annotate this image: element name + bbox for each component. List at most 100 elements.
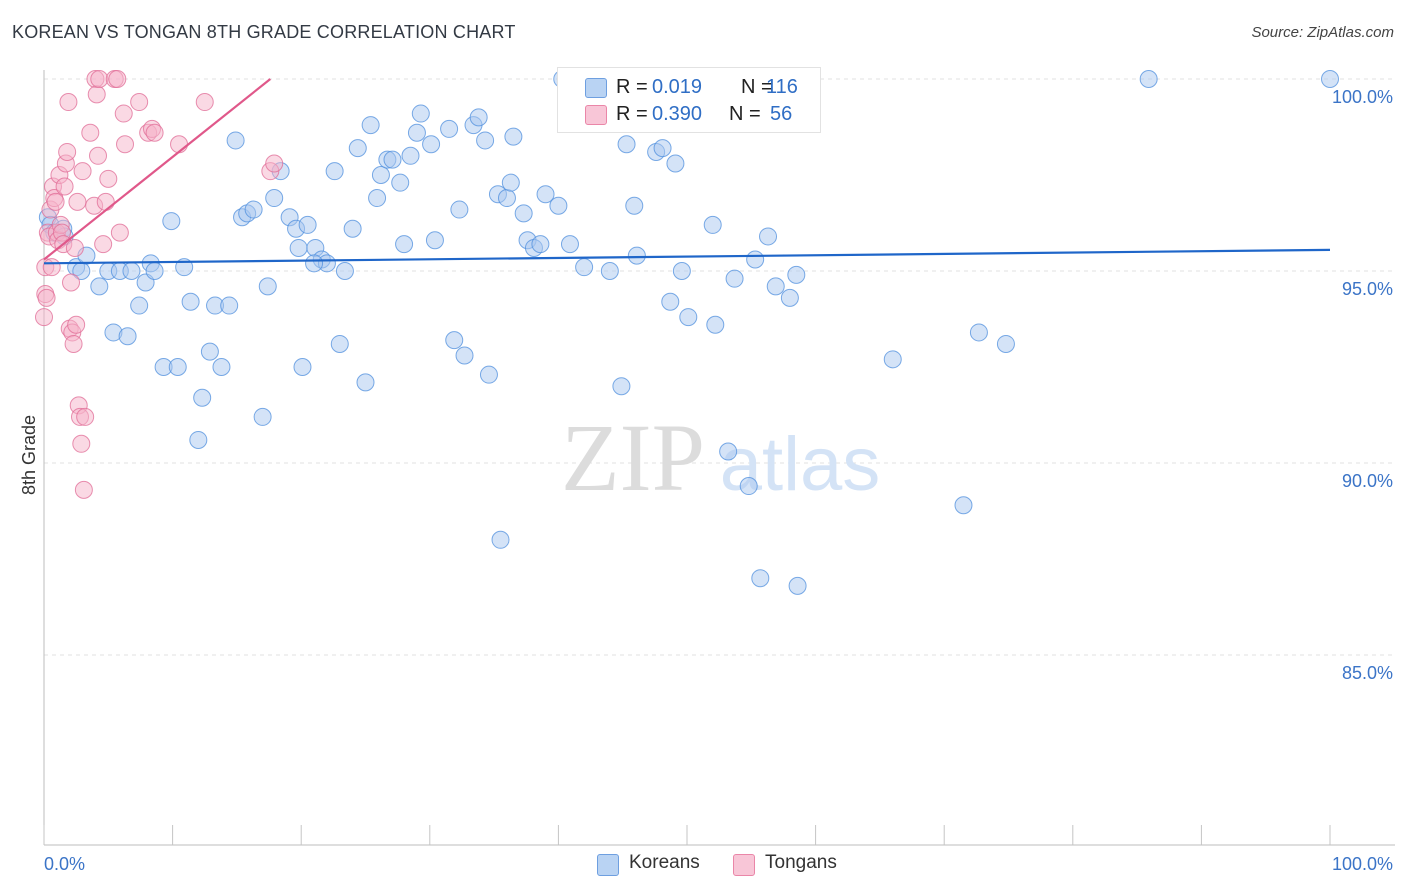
koreans-point [145,262,164,280]
tongans-point [170,135,189,154]
koreans-point [600,262,619,280]
tongans-point [195,93,214,112]
grid-lines [44,78,1395,656]
legend-swatch-tongans [733,854,755,876]
koreans-point [746,250,765,269]
tongans-point [145,123,164,142]
koreans-point [501,173,520,192]
koreans-point [401,146,420,165]
koreans-point [244,200,263,219]
koreans-point [954,496,973,515]
koreans-point [298,215,317,234]
koreans-point [536,185,555,204]
koreans-point [343,219,362,238]
koreans-point [787,265,806,284]
koreans-point [780,288,799,307]
koreans-point [265,189,284,208]
tongans-point [67,315,86,334]
legend-r-value: 0.019 [652,76,703,98]
tongans-point [37,288,56,307]
tongans-point [74,480,93,499]
koreans-point [514,204,533,223]
tongans-point [73,162,92,181]
koreans-point [627,246,646,265]
koreans-point [305,254,324,273]
tongans-point [90,70,109,88]
legend-n-label: N = [741,76,773,98]
legend-label-koreans: Koreans [629,852,700,873]
koreans-point [883,350,902,369]
legend-swatch-tongans [585,105,607,125]
koreans-point [371,166,390,184]
x-tick-label-max: 100.0% [1332,854,1393,874]
tongans-point [42,258,61,277]
koreans-point [1321,70,1339,88]
y-tick-label: 100.0% [1332,87,1393,107]
koreans-point [391,173,410,192]
koreans-point [335,262,354,280]
legend-n-value: 56 [770,103,793,125]
koreans-point [788,576,807,595]
tongans-point [94,235,113,254]
koreans-trend-line [43,248,1331,265]
tongans-point [58,142,77,161]
tongans-point [110,223,129,242]
koreans-point [330,334,349,353]
tongans-point [62,273,81,292]
source-label: Source: ZipAtlas.com [1251,24,1394,41]
koreans-point [625,196,644,215]
koreans-point [289,238,308,257]
koreans-point [666,154,685,173]
tongans-point [99,169,118,188]
koreans-point [719,442,738,461]
tongans-point [130,93,149,112]
koreans-point [130,296,149,315]
legend-swatch-koreans [597,854,619,876]
tongans-point [108,70,127,88]
koreans-point [181,292,200,311]
koreans-point [445,331,464,350]
watermark-atlas: atlas [720,422,881,507]
tongans-point [76,407,95,426]
koreans-point [212,358,231,376]
tongans-point [89,146,108,165]
legend-swatch-koreans [585,78,607,98]
koreans-point [407,123,426,142]
trend-lines [43,78,1331,265]
koreans-point [411,104,430,123]
series-tongans [35,70,284,499]
koreans-point [220,296,239,315]
tongans-point [72,434,91,453]
koreans-point [293,358,312,376]
axes [43,70,1395,846]
koreans-point [189,430,208,449]
koreans-point [549,196,568,215]
tongans-point [116,135,135,154]
koreans-point [200,342,219,361]
tongans-point [81,123,100,142]
chart-title: KOREAN VS TONGAN 8TH GRADE CORRELATION C… [12,22,516,42]
tongans-point [96,192,115,211]
koreans-point [118,327,137,346]
koreans-point [450,200,469,219]
series-koreans [38,70,1339,595]
koreans-point [226,131,245,150]
legend-r-value: 0.390 [652,103,703,125]
legend-r-label: R = [616,103,648,125]
y-tick-label: 85.0% [1342,663,1393,683]
y-tick-label: 90.0% [1342,471,1393,491]
koreans-point [476,131,495,150]
koreans-point [383,150,402,169]
koreans-point [679,308,698,327]
tongans-point [68,192,87,211]
legend-row-tongans: R = 0.390 N = 56 [558,99,820,129]
koreans-point [759,227,778,246]
koreans-point [479,365,498,384]
koreans-point [1139,70,1158,88]
koreans-point [325,162,344,181]
tongans-point [65,238,84,257]
koreans-point [751,569,770,588]
tongans-point [55,177,74,196]
koreans-point [469,108,488,127]
koreans-point [653,139,672,158]
